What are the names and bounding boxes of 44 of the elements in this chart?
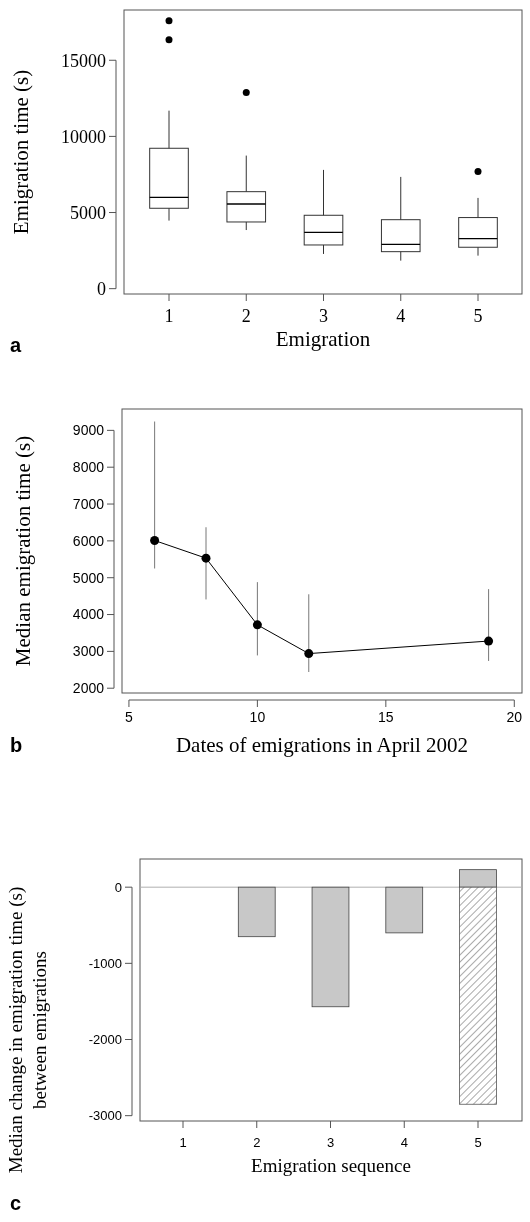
x-tick-label: 5 xyxy=(125,709,134,725)
y-axis-title: Median emigration time (s) xyxy=(11,435,35,667)
x-tick-label: 1 xyxy=(179,1135,187,1150)
x-tick-label: 4 xyxy=(400,1135,408,1150)
x-tick-label: 3 xyxy=(319,306,328,326)
text: a xyxy=(10,334,22,356)
x-tick-label: 5 xyxy=(473,306,483,326)
point xyxy=(201,553,211,563)
y-tick-label: 7000 xyxy=(72,495,105,512)
text: c xyxy=(10,1192,22,1214)
y-tick-label: 9000 xyxy=(72,422,105,439)
y-tick-label: -2000 xyxy=(88,1032,122,1048)
x-tick-label: 20 xyxy=(506,709,523,725)
x-tick-label: 1 xyxy=(164,306,174,326)
x-tick-label: 5 xyxy=(474,1135,482,1150)
y-tick-label: 10000 xyxy=(61,126,106,147)
y-tick-label: 2000 xyxy=(72,680,105,697)
y-axis-title: Emigration time (s) xyxy=(9,69,33,235)
x-axis-title: Emigration xyxy=(275,327,371,351)
y-tick-label: -3000 xyxy=(88,1108,122,1124)
x-tick-label: 15 xyxy=(378,709,394,725)
x-axis-title: Dates of emigrations in April 2002 xyxy=(175,733,469,757)
point xyxy=(252,620,262,630)
x-tick-label: 3 xyxy=(326,1135,335,1150)
x-axis-title: Emigration sequence xyxy=(251,1155,411,1176)
x-tick-label: 10 xyxy=(249,709,266,725)
x-tick-label: 2 xyxy=(241,306,251,326)
y-tick-label: 3000 xyxy=(72,643,105,660)
point xyxy=(484,636,494,646)
y-axis-title: Median change in emigration time (s) between emigrations xyxy=(5,886,50,1174)
y-tick-label: 4000 xyxy=(72,606,105,623)
point xyxy=(150,536,160,545)
y-tick-label: 15000 xyxy=(61,50,106,71)
y-tick-label: -1000 xyxy=(88,955,122,971)
point xyxy=(304,649,314,659)
x-tick-label: 2 xyxy=(253,1135,261,1150)
y-tick-label: 5000 xyxy=(70,202,106,223)
y-tick-label: 8000 xyxy=(72,459,105,476)
y-tick-label: 5000 xyxy=(72,569,105,586)
y-tick-label: 0 xyxy=(114,879,122,895)
text: b xyxy=(10,734,23,756)
x-tick-label: 4 xyxy=(396,306,406,326)
y-tick-label: 6000 xyxy=(72,532,105,549)
y-tick-label: 0 xyxy=(97,278,106,299)
